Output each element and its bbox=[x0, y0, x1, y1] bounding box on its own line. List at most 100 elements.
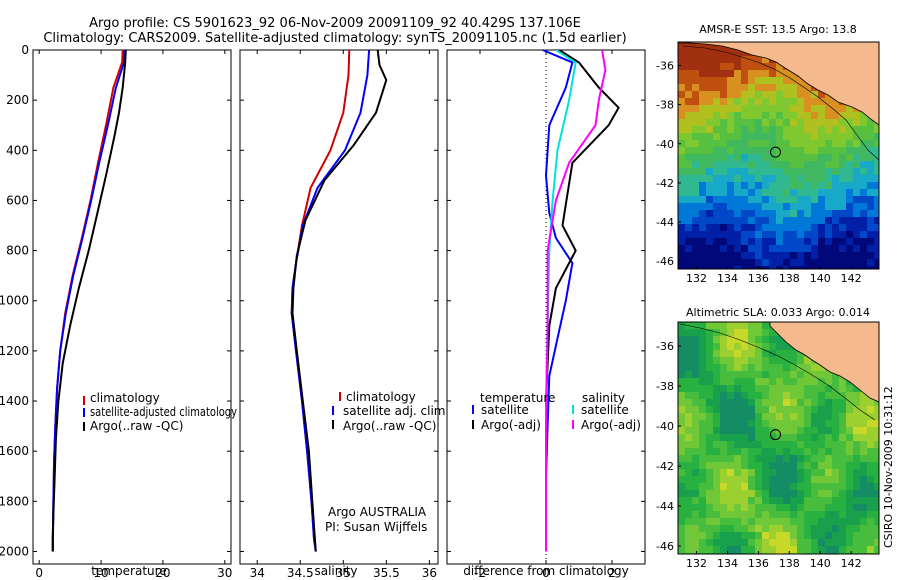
heatmap-cell bbox=[853, 511, 860, 518]
heatmap-cell bbox=[874, 203, 879, 210]
heatmap-cell bbox=[734, 336, 741, 343]
heatmap-cell bbox=[692, 329, 699, 336]
heatmap-cell bbox=[678, 70, 685, 77]
sla-map-title: Altimetric SLA: 0.033 Argo: 0.014 bbox=[686, 306, 870, 319]
heatmap-cell bbox=[846, 189, 853, 196]
heatmap-cell bbox=[839, 168, 846, 175]
heatmap-cell bbox=[776, 357, 783, 364]
heatmap-cell bbox=[818, 210, 825, 217]
heatmap-cell bbox=[713, 168, 720, 175]
heatmap-cell bbox=[797, 504, 804, 511]
heatmap-cell bbox=[790, 175, 797, 182]
heatmap-cell bbox=[769, 182, 776, 189]
heatmap-cell bbox=[776, 476, 783, 483]
heatmap-cell bbox=[755, 448, 762, 455]
heatmap-cell bbox=[720, 210, 727, 217]
heatmap-cell bbox=[804, 238, 811, 245]
heatmap-cell bbox=[706, 497, 713, 504]
heatmap-cell bbox=[839, 231, 846, 238]
x-tick-label: 134 bbox=[717, 557, 738, 570]
heatmap-cell bbox=[720, 147, 727, 154]
heatmap-cell bbox=[790, 525, 797, 532]
heatmap-cell bbox=[839, 448, 846, 455]
heatmap-cell bbox=[727, 77, 734, 84]
heatmap-cell bbox=[692, 217, 699, 224]
heatmap-cell bbox=[706, 406, 713, 413]
heatmap-cell bbox=[867, 147, 874, 154]
heatmap-cell bbox=[720, 231, 727, 238]
sla-landmass bbox=[769, 322, 879, 403]
heatmap-cell bbox=[797, 364, 804, 371]
heatmap-cell bbox=[776, 399, 783, 406]
heatmap-cell bbox=[797, 217, 804, 224]
heatmap-cell bbox=[867, 420, 874, 427]
heatmap-cell bbox=[734, 469, 741, 476]
heatmap-cell bbox=[839, 378, 846, 385]
heatmap-cell bbox=[748, 252, 755, 259]
heatmap-cell bbox=[853, 175, 860, 182]
heatmap-cell bbox=[832, 490, 839, 497]
heatmap-cell bbox=[818, 140, 825, 147]
heatmap-cell bbox=[678, 189, 685, 196]
heatmap-cell bbox=[853, 399, 860, 406]
heatmap-cell bbox=[678, 413, 685, 420]
heatmap-cell bbox=[678, 399, 685, 406]
heatmap-cell bbox=[699, 525, 706, 532]
heatmap-cell bbox=[692, 427, 699, 434]
heatmap-cell bbox=[741, 182, 748, 189]
heatmap-cell bbox=[825, 518, 832, 525]
heatmap-cell bbox=[776, 252, 783, 259]
heatmap-cell bbox=[839, 385, 846, 392]
heatmap-cell bbox=[720, 357, 727, 364]
heatmap-cell bbox=[692, 546, 699, 553]
heatmap-cell bbox=[706, 448, 713, 455]
heatmap-cell bbox=[769, 343, 776, 350]
heatmap-cell bbox=[769, 252, 776, 259]
heatmap-cell bbox=[727, 350, 734, 357]
heatmap-cell bbox=[797, 378, 804, 385]
heatmap-cell bbox=[678, 406, 685, 413]
heatmap-cell bbox=[825, 406, 832, 413]
heatmap-cell bbox=[734, 399, 741, 406]
heatmap-cell bbox=[685, 70, 692, 77]
heatmap-cell bbox=[755, 112, 762, 119]
heatmap-cell bbox=[699, 217, 706, 224]
heatmap-cell bbox=[727, 532, 734, 539]
heatmap-cell bbox=[755, 252, 762, 259]
heatmap-cell bbox=[734, 126, 741, 133]
heatmap-cell bbox=[776, 532, 783, 539]
heatmap-cell bbox=[853, 140, 860, 147]
heatmap-cell bbox=[734, 238, 741, 245]
heatmap-cell bbox=[811, 168, 818, 175]
heatmap-cell bbox=[699, 203, 706, 210]
heatmap-cell bbox=[741, 476, 748, 483]
heatmap-cell bbox=[727, 371, 734, 378]
heatmap-cell bbox=[832, 217, 839, 224]
legend-item-satellite-adjusted: satellite-adjusted climatology bbox=[90, 405, 237, 419]
heatmap-cell bbox=[720, 49, 727, 56]
heatmap-cell bbox=[769, 455, 776, 462]
heatmap-cell bbox=[699, 364, 706, 371]
heatmap-cell bbox=[804, 546, 811, 553]
heatmap-cell bbox=[706, 133, 713, 140]
heatmap-cell bbox=[755, 77, 762, 84]
heatmap-cell bbox=[776, 217, 783, 224]
heatmap-cell bbox=[776, 182, 783, 189]
heatmap-cell bbox=[860, 196, 867, 203]
heatmap-cell bbox=[867, 189, 874, 196]
heatmap-cell bbox=[678, 378, 685, 385]
heatmap-cell bbox=[783, 168, 790, 175]
heatmap-cell bbox=[783, 427, 790, 434]
heatmap-cell bbox=[832, 140, 839, 147]
heatmap-cell bbox=[685, 532, 692, 539]
heatmap-cell bbox=[685, 112, 692, 119]
heatmap-cell bbox=[769, 357, 776, 364]
heatmap-cell bbox=[846, 126, 853, 133]
heatmap-cell bbox=[811, 469, 818, 476]
heatmap-cell bbox=[699, 546, 706, 553]
heatmap-cell bbox=[839, 532, 846, 539]
heatmap-cell bbox=[811, 476, 818, 483]
heatmap-cell bbox=[769, 371, 776, 378]
heatmap-cell bbox=[839, 518, 846, 525]
